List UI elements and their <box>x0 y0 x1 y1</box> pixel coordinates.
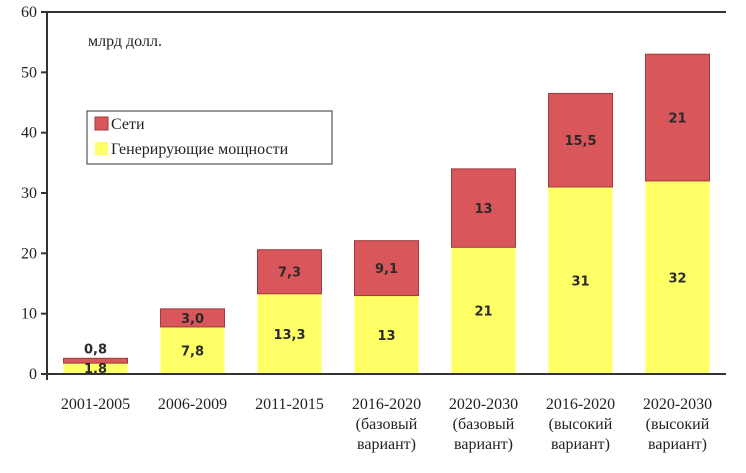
bar-segment-networks <box>160 308 225 328</box>
bar-segment-networks <box>63 357 128 364</box>
x-category-label: 2016-2020 <box>546 396 615 413</box>
value-label-generation: 13 <box>377 329 395 344</box>
bar-segment-generation <box>645 180 710 374</box>
bar-segment-generation <box>63 363 128 374</box>
bar-segment-networks <box>548 92 613 188</box>
bar-segment-generation <box>257 293 322 374</box>
bar-segment-networks <box>354 240 419 297</box>
y-tick-label: 20 <box>21 245 37 262</box>
x-category-label: 2011-2015 <box>255 396 324 413</box>
value-label-networks: 21 <box>668 112 686 127</box>
x-category-label: вариант) <box>551 436 610 453</box>
x-axis-labels: 2001-2005 2006-2009 2011-2015 2016-2020 (баз… <box>61 396 712 453</box>
bar-segment-generation <box>548 186 613 374</box>
y-tick-label: 10 <box>21 306 37 323</box>
bar-segment-generation <box>354 295 419 374</box>
bar-segment-networks <box>451 168 516 248</box>
bar-segment-generation <box>451 247 516 374</box>
x-category-label: вариант) <box>357 436 416 453</box>
x-category-label: (базовый <box>356 416 418 433</box>
x-category-label: 2001-2005 <box>61 396 130 413</box>
value-label-networks: 7,3 <box>278 266 301 281</box>
value-label-generation: 13,3 <box>273 328 305 343</box>
bars-layer <box>63 53 710 374</box>
x-category-label: вариант) <box>648 436 707 453</box>
y-axis-ticks: 0 10 20 30 40 50 60 <box>21 4 47 383</box>
value-label-generation: 32 <box>668 271 686 286</box>
y-tick-label: 30 <box>21 185 37 202</box>
value-label-generation: 31 <box>571 274 589 289</box>
legend-label-networks: Сети <box>111 116 145 133</box>
value-label-networks: 0,8 <box>84 342 107 357</box>
legend-swatch-networks <box>94 116 109 131</box>
value-label-networks: 9,1 <box>375 262 398 277</box>
value-label-networks: 3,0 <box>181 312 204 327</box>
x-category-label: (базовый <box>453 416 515 433</box>
x-category-label: (высокий <box>549 416 613 433</box>
y-tick-label: 50 <box>21 64 37 81</box>
x-category-label: 2020-2030 <box>643 396 712 413</box>
value-label-generation: 7,8 <box>181 344 204 359</box>
value-label-generation: 21 <box>474 305 492 320</box>
x-category-label: вариант) <box>454 436 513 453</box>
x-category-label: 2006-2009 <box>158 396 227 413</box>
bar-segment-generation <box>160 326 225 374</box>
y-tick-label: 60 <box>21 4 37 21</box>
bar-segment-networks <box>257 249 322 295</box>
legend: Сети Генерирующие мощности <box>86 110 333 165</box>
legend-label-generation: Генерирующие мощности <box>111 141 289 158</box>
value-label-networks: 15,5 <box>564 134 596 149</box>
legend-swatch-generation <box>95 142 108 155</box>
legend-box <box>86 110 333 165</box>
x-category-label: (высокий <box>646 416 710 433</box>
x-category-label: 2016-2020 <box>352 396 421 413</box>
value-label-networks: 13 <box>474 202 492 217</box>
unit-label: млрд долл. <box>88 33 162 50</box>
bar-segment-networks <box>645 53 710 182</box>
x-category-label: 2020-2030 <box>449 396 518 413</box>
y-tick-label: 40 <box>21 125 37 142</box>
y-tick-label: 0 <box>29 366 37 383</box>
